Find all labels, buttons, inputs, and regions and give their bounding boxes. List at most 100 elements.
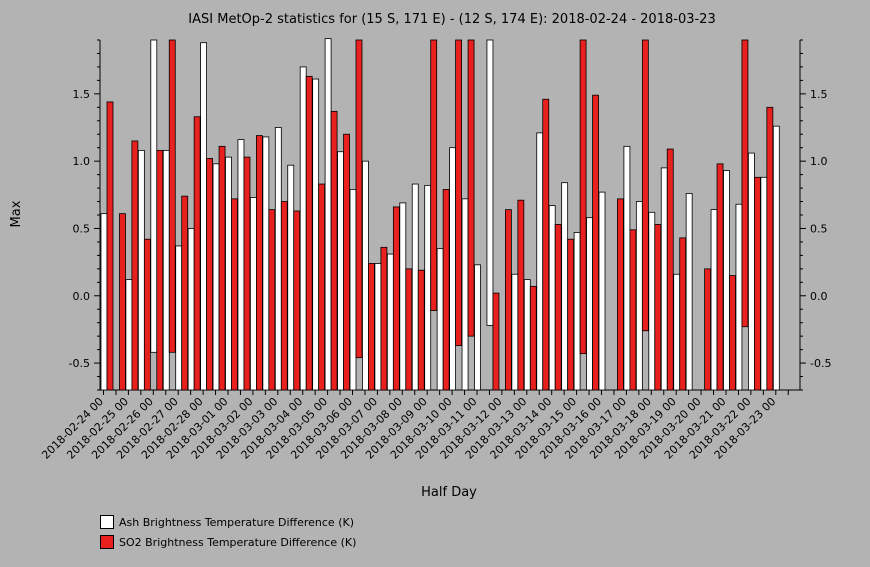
so2-bar <box>716 163 724 391</box>
ash-bar <box>374 263 382 391</box>
ash-bar <box>424 184 432 391</box>
legend-swatch-so2 <box>100 535 114 549</box>
y-tick-label-left: 0.0 <box>73 290 91 303</box>
ash-bar <box>386 253 394 391</box>
ash-bar <box>436 248 444 391</box>
so2-bar <box>206 158 214 391</box>
ash-bar <box>362 160 369 391</box>
ash-bar <box>748 152 755 391</box>
so2-bar <box>305 75 313 391</box>
ash-bar <box>200 42 208 391</box>
y-tick-label-left: 1.5 <box>73 88 91 101</box>
ash-bar <box>150 39 158 353</box>
so2-bar <box>293 210 301 391</box>
so2-bar <box>231 198 238 391</box>
ash-bar <box>486 39 494 326</box>
ash-bar <box>299 66 307 391</box>
so2-bar <box>629 229 637 391</box>
legend: Ash Brightness Temperature Difference (K… <box>100 512 356 552</box>
y-tick-label-right: -0.5 <box>810 357 831 370</box>
ash-bar <box>449 147 457 391</box>
so2-bar <box>517 199 525 391</box>
ash-bar <box>349 189 357 391</box>
so2-bar <box>754 176 761 391</box>
chart-title: IASI MetOp-2 statistics for (15 S, 171 E… <box>188 12 715 27</box>
so2-bar <box>617 198 624 391</box>
so2-bar <box>766 106 774 391</box>
ash-bar <box>635 201 643 391</box>
y-tick-label-left: -0.5 <box>69 357 90 370</box>
so2-bar <box>504 209 512 391</box>
so2-bar <box>641 39 649 332</box>
ash-bar <box>573 232 581 391</box>
so2-bar <box>243 156 251 391</box>
so2-bar <box>193 116 201 391</box>
ash-bar <box>262 136 270 391</box>
so2-bar <box>255 135 263 391</box>
so2-bar <box>417 269 425 391</box>
so2-bar <box>355 39 363 359</box>
ash-bar <box>474 264 481 391</box>
ash-bar <box>125 279 133 391</box>
ash-bar <box>411 183 419 391</box>
y-axis-label: Max <box>9 200 24 227</box>
ash-bar <box>137 149 145 391</box>
ash-bar <box>685 193 693 391</box>
y-tick-label-right: 1.5 <box>810 88 828 101</box>
ash-bar <box>660 167 668 391</box>
so2-bar <box>218 145 226 391</box>
so2-bar <box>106 101 114 391</box>
ash-bar <box>561 182 569 391</box>
ash-bar <box>710 209 718 391</box>
ash-bar <box>175 245 183 391</box>
legend-swatch-ash <box>100 515 114 529</box>
legend-label-so2: SO2 Brightness Temperature Difference (K… <box>119 535 357 549</box>
so2-bar <box>666 148 674 391</box>
so2-bar <box>741 39 749 328</box>
so2-bar <box>455 39 463 346</box>
so2-bar <box>704 268 711 391</box>
ash-bar <box>536 132 544 391</box>
y-tick-label-left: 1.0 <box>73 155 91 168</box>
legend-item-so2: SO2 Brightness Temperature Difference (K… <box>100 532 356 552</box>
y-tick-label-right: 1.0 <box>810 155 828 168</box>
y-tick-label-right: 0.5 <box>810 222 828 235</box>
so2-bar <box>542 98 550 391</box>
ash-bar <box>548 205 556 391</box>
so2-bar <box>405 268 413 391</box>
ash-bar <box>598 191 606 391</box>
so2-bar <box>529 285 537 391</box>
so2-bar <box>442 189 450 391</box>
plot-area: -0.5 -0.50.0 0.00.5 0.51.0 1.01.5 1.52018-02-… <box>39 38 831 462</box>
so2-bar <box>318 183 326 391</box>
legend-label-ash: Ash Brightness Temperature Difference (K… <box>119 515 354 529</box>
so2-bar <box>368 263 375 391</box>
so2-bar <box>567 238 575 391</box>
so2-bar <box>592 94 599 391</box>
so2-bar <box>654 224 662 391</box>
ash-bar <box>337 151 344 391</box>
so2-bar <box>392 206 400 391</box>
so2-bar <box>430 39 438 311</box>
so2-bar <box>181 195 189 391</box>
so2-bar <box>467 39 475 337</box>
so2-bar <box>268 209 276 391</box>
so2-bar <box>380 246 388 391</box>
so2-bar <box>168 39 176 353</box>
so2-bar <box>729 275 736 391</box>
x-axis-label: Half Day <box>421 485 477 500</box>
so2-bar <box>554 224 562 391</box>
ash-bar <box>399 202 407 391</box>
ash-bar <box>735 203 743 391</box>
ash-bar <box>586 217 593 391</box>
legend-item-ash: Ash Brightness Temperature Difference (K… <box>100 512 356 532</box>
y-tick-label-left: 0.5 <box>73 222 91 235</box>
ash-bar <box>623 145 631 391</box>
so2-bar <box>280 201 288 391</box>
so2-bar <box>679 237 687 391</box>
ash-bar <box>648 211 656 391</box>
ash-bar <box>673 273 681 391</box>
so2-bar <box>131 140 139 391</box>
